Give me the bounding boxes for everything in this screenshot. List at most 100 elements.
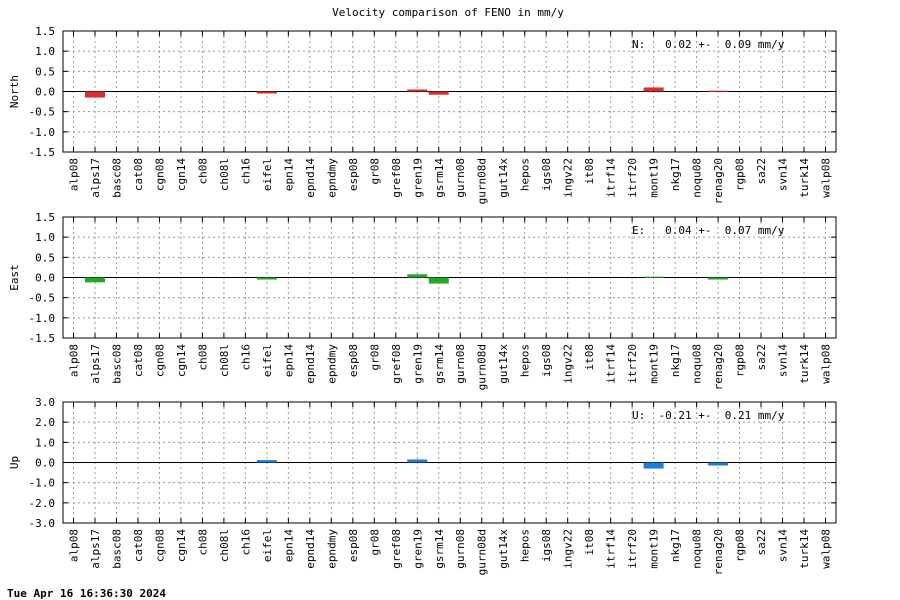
x-tick-label: ch08: [196, 344, 209, 371]
x-tick-label: gut14x: [497, 529, 510, 569]
x-tick-label: turk14: [798, 344, 811, 384]
x-tick-label: svn14: [777, 344, 790, 377]
x-tick-label: itrf20: [626, 344, 639, 384]
x-tick-label: ingv22: [562, 158, 575, 198]
x-tick-label: ch08: [196, 158, 209, 185]
x-tick-label: basc08: [110, 158, 123, 198]
x-tick-label: cgn08: [153, 344, 166, 377]
x-tick-label: gurn08d: [476, 529, 489, 575]
x-tick-label: eifel: [261, 529, 274, 562]
x-tick-label: sa22: [755, 344, 768, 371]
x-tick-label: eifel: [261, 158, 274, 191]
bar: [256, 460, 277, 463]
x-tick-label: mont19: [648, 344, 661, 384]
x-tick-label: epn14: [282, 158, 295, 191]
x-tick-label: nkg17: [669, 158, 682, 191]
x-tick-label: igs08: [540, 344, 553, 377]
bar: [428, 91, 449, 95]
x-tick-label: epn14: [282, 344, 295, 377]
y-tick-label: 0.5: [35, 251, 55, 264]
x-tick-label: epndmy: [325, 158, 338, 198]
x-tick-label: renag20: [712, 529, 725, 575]
x-tick-label: cgn14: [175, 529, 188, 562]
bar: [643, 87, 664, 92]
x-tick-label: epndmy: [325, 344, 338, 384]
bar: [643, 276, 664, 278]
y-tick-label: -0.5: [29, 106, 56, 119]
x-tick-label: gsrm14: [433, 529, 446, 569]
x-tick-label: epnd14: [304, 529, 317, 569]
x-tick-label: gren19: [411, 158, 424, 198]
bar: [428, 277, 449, 284]
plot-frame: [62, 216, 837, 339]
x-tick-label: epn14: [282, 529, 295, 562]
y-tick-label: -1.0: [29, 126, 56, 139]
y-tick-label: 1.5: [35, 211, 55, 224]
x-tick-label: itrf20: [626, 158, 639, 198]
bar: [643, 462, 664, 469]
x-tick-label: epnd14: [304, 158, 317, 198]
x-tick-label: rgp08: [734, 158, 747, 191]
x-tick-label: hepos: [519, 158, 532, 191]
x-tick-label: cat08: [132, 158, 145, 191]
x-tick-label: noqu08: [691, 158, 704, 198]
x-tick-label: gsrm14: [433, 158, 446, 198]
bar: [256, 277, 277, 280]
x-tick-label: rgp08: [734, 529, 747, 562]
x-tick-label: alps17: [89, 344, 102, 384]
x-tick-label: gurn08d: [476, 344, 489, 390]
x-tick-label: esp08: [347, 158, 360, 191]
x-tick-label: ch08l: [218, 529, 231, 562]
x-tick-label: epndmy: [325, 529, 338, 569]
x-tick-label: sa22: [755, 158, 768, 185]
x-tick-label: gren19: [411, 344, 424, 384]
y-tick-label: 2.0: [35, 416, 55, 429]
x-tick-label: alp08: [68, 344, 81, 377]
x-tick-label: turk14: [798, 529, 811, 569]
plot-frame: [62, 30, 837, 153]
x-tick-label: ingv22: [562, 529, 575, 569]
x-tick-label: it08: [583, 158, 596, 185]
bar: [407, 274, 428, 278]
y-tick-label: 0.5: [35, 65, 55, 78]
bar: [84, 277, 105, 283]
x-tick-label: ch16: [239, 344, 252, 371]
x-tick-label: cat08: [132, 529, 145, 562]
y-axis-label: Up: [8, 456, 21, 469]
x-tick-label: epnd14: [304, 344, 317, 384]
x-tick-label: gurn08: [454, 529, 467, 569]
x-tick-label: hepos: [519, 529, 532, 562]
x-tick-label: gut14x: [497, 158, 510, 198]
x-tick-label: basc08: [110, 529, 123, 569]
x-tick-label: itrf14: [605, 158, 618, 198]
y-axis-label: North: [8, 75, 21, 108]
annotation: N: 0.02 +- 0.09 mm/y: [632, 38, 785, 51]
x-tick-label: walp08: [820, 344, 833, 384]
x-tick-label: gurn08d: [476, 158, 489, 204]
y-tick-label: -2.0: [29, 497, 56, 510]
x-tick-label: renag20: [712, 158, 725, 204]
x-tick-label: cgn14: [175, 344, 188, 377]
x-tick-label: it08: [583, 529, 596, 556]
x-tick-label: alps17: [89, 529, 102, 569]
y-tick-label: 1.5: [35, 25, 55, 38]
x-tick-label: hepos: [519, 344, 532, 377]
x-tick-label: esp08: [347, 344, 360, 377]
x-tick-label: esp08: [347, 529, 360, 562]
x-tick-label: sa22: [755, 529, 768, 556]
x-tick-label: turk14: [798, 158, 811, 198]
x-tick-label: eifel: [261, 344, 274, 377]
x-tick-label: nkg17: [669, 529, 682, 562]
x-tick-label: gref08: [390, 158, 403, 198]
x-tick-label: gren19: [411, 529, 424, 569]
x-tick-label: gurn08: [454, 344, 467, 384]
x-tick-label: renag20: [712, 344, 725, 390]
x-tick-label: cgn14: [175, 158, 188, 191]
bar: [256, 91, 277, 94]
x-tick-label: svn14: [777, 529, 790, 562]
x-tick-label: it08: [583, 344, 596, 371]
x-tick-label: noqu08: [691, 529, 704, 569]
x-tick-label: mont19: [648, 158, 661, 198]
x-tick-label: rgp08: [734, 344, 747, 377]
x-tick-label: cgn08: [153, 158, 166, 191]
